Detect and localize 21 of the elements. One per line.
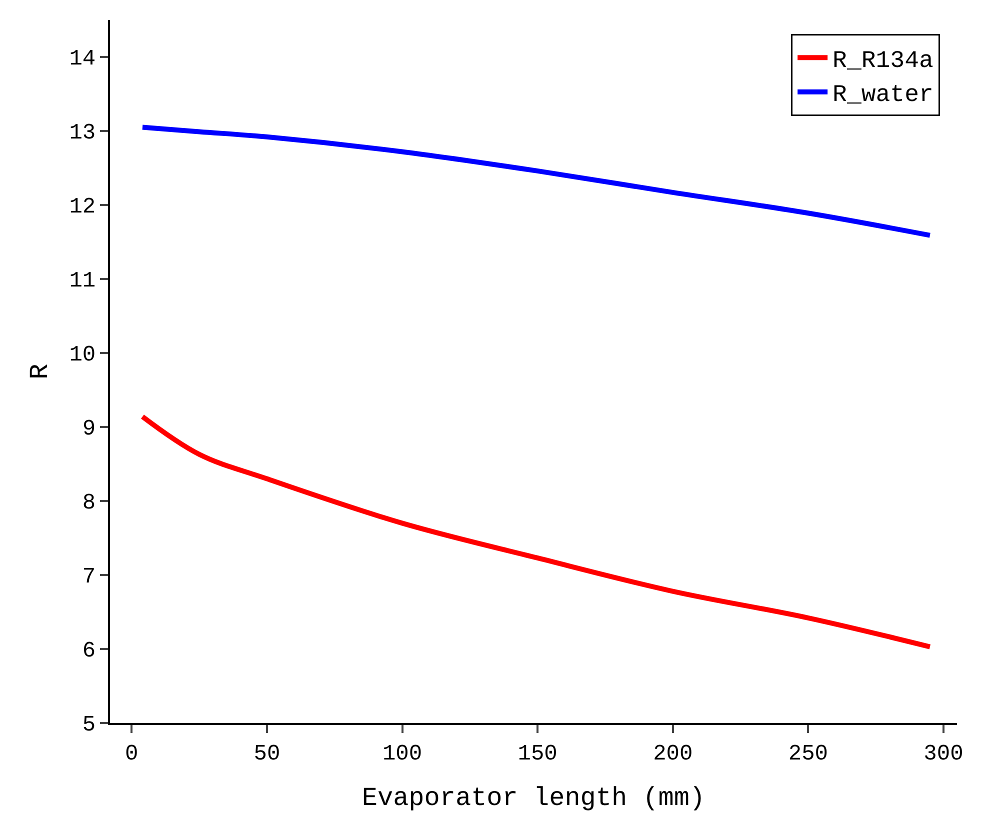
y-tick-label: 8 [82, 490, 96, 516]
y-tick-label: 9 [82, 416, 96, 442]
legend-label: R_water [832, 82, 934, 110]
x-tick-label: 0 [125, 741, 138, 766]
y-tick-label: 6 [82, 638, 96, 664]
y-tick-label: 5 [82, 712, 96, 738]
legend-label: R_R134a [832, 48, 934, 76]
x-tick-label: 300 [924, 741, 964, 766]
y-axis-title: R [25, 364, 55, 380]
x-tick-label: 250 [788, 741, 828, 766]
x-tick-label: 100 [382, 741, 422, 766]
x-tick-label: 50 [254, 741, 280, 766]
y-tick-label: 10 [69, 342, 96, 368]
x-axis-title: Evaporator length (mm) [362, 783, 706, 813]
y-tick-label: 7 [82, 564, 96, 590]
y-tick-label: 11 [69, 268, 96, 294]
y-tick-label: 13 [69, 120, 96, 146]
y-tick-label: 12 [69, 194, 96, 220]
x-tick-label: 150 [518, 741, 558, 766]
x-tick-label: 200 [653, 741, 693, 766]
y-tick-label: 14 [69, 46, 96, 72]
